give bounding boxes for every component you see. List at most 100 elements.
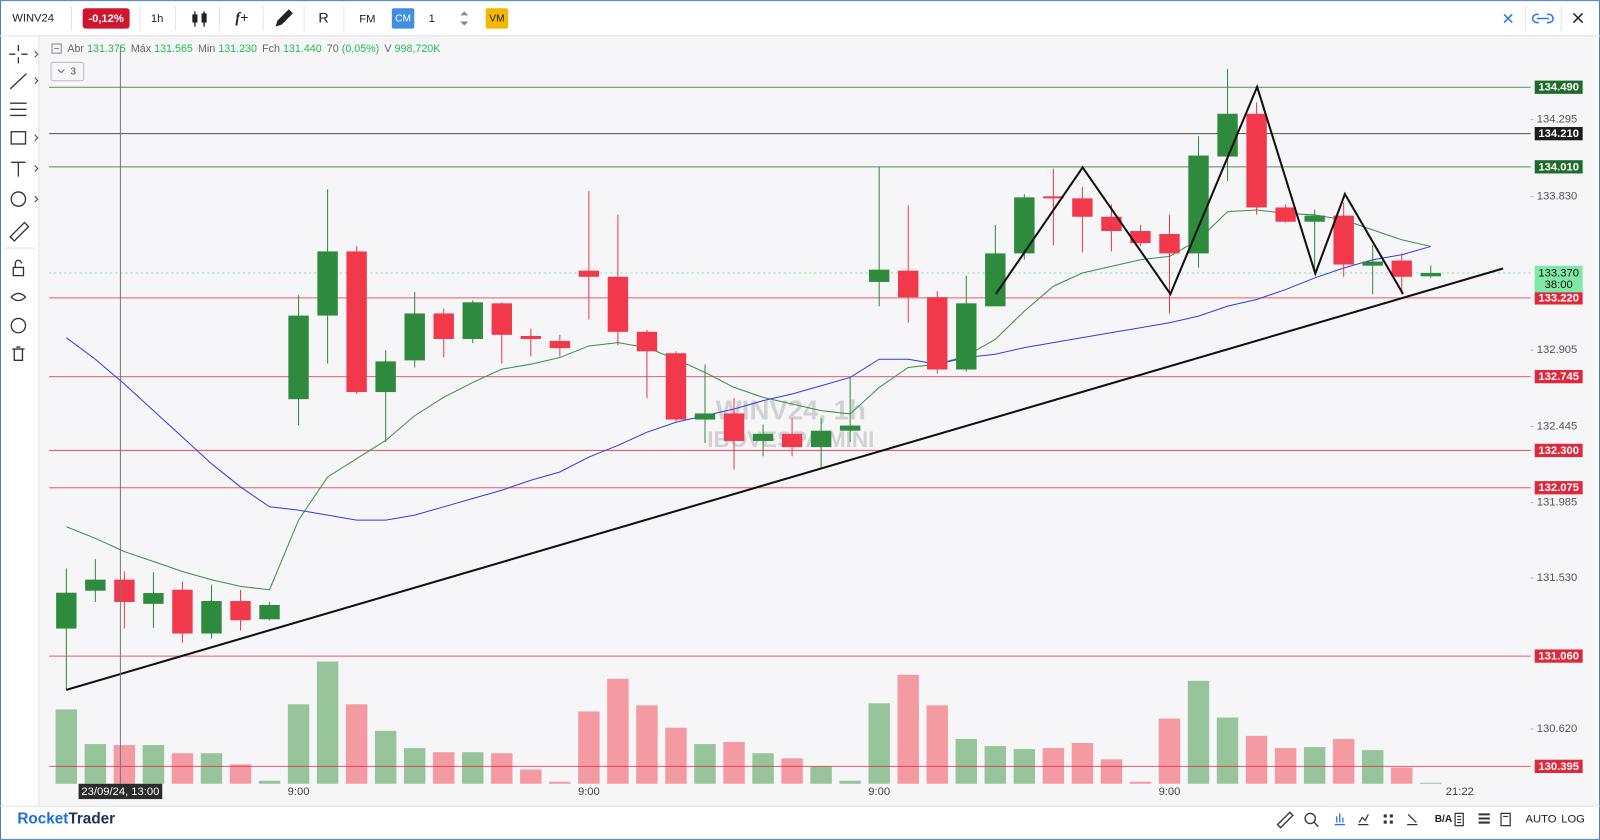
brand-part: Trader (68, 811, 115, 828)
zoom-button[interactable] (1304, 812, 1316, 825)
bid-ask-button[interactable]: B/A (1435, 814, 1453, 825)
shape-tool[interactable] (10, 131, 27, 145)
y-tick-label: 130.620 (1537, 723, 1578, 735)
drawings (66, 83, 1504, 691)
lock-tool[interactable] (12, 259, 25, 277)
candle-body (404, 313, 425, 361)
ruler-tool[interactable] (9, 221, 30, 242)
link-button[interactable] (1531, 13, 1554, 24)
candle-body (665, 353, 687, 420)
tool-expanders[interactable] (34, 50, 39, 203)
volume-bar (491, 753, 513, 784)
volume-bar (897, 674, 919, 784)
x-end-label: 21:22 (1446, 786, 1474, 798)
footer-tools: B/A AUTO LOG (1276, 811, 1585, 829)
quantity-spinner[interactable] (460, 11, 469, 26)
candle-body (1333, 215, 1354, 265)
candle-body (898, 270, 919, 298)
cm-button[interactable]: CM (395, 14, 411, 25)
volume-bar (1245, 735, 1268, 784)
x-tick-label: 9:00 (578, 786, 600, 798)
legend-value: 131.440 (283, 43, 322, 55)
candle-body (1101, 216, 1122, 232)
indicator-toggle[interactable] (50, 61, 85, 82)
order-type-button[interactable]: R (318, 11, 328, 27)
text-tool[interactable] (11, 161, 26, 177)
log-scale-button[interactable]: LOG (1561, 813, 1585, 825)
candle-body (1072, 198, 1093, 217)
volume-bar (520, 769, 542, 784)
level-label: 132.075 (1538, 482, 1579, 494)
volume-bar (229, 764, 252, 784)
legend-toggle[interactable] (51, 43, 62, 54)
crosshair-tool[interactable] (9, 45, 28, 64)
drawing-button[interactable] (275, 9, 293, 27)
volume-bar (926, 705, 948, 784)
volume-bar (1129, 781, 1152, 784)
help-button[interactable] (10, 317, 27, 334)
list-button[interactable] (1478, 813, 1490, 824)
volume-button[interactable] (1334, 813, 1345, 826)
line-tool[interactable] (9, 73, 27, 90)
interval-button[interactable]: 1h (151, 13, 163, 25)
delete-tool[interactable] (12, 346, 25, 361)
volume-bar (723, 742, 745, 784)
volume-bar (55, 709, 78, 784)
sync-button[interactable] (1503, 13, 1513, 24)
volume-bar (839, 780, 861, 784)
studies-button[interactable]: f+ (235, 10, 248, 26)
candle-body (56, 592, 77, 629)
line-chart-button[interactable] (1358, 814, 1369, 826)
legend-value: 131.230 (218, 43, 257, 55)
candle-body (752, 433, 774, 441)
auto-scale-button[interactable]: AUTO (1526, 813, 1557, 825)
candle-body (839, 425, 861, 431)
legend-label: 70 (327, 43, 339, 55)
emoji-tool[interactable] (10, 191, 27, 207)
close-button[interactable] (1572, 12, 1584, 24)
ruler-button[interactable] (1276, 811, 1294, 829)
volume-bar (84, 744, 107, 784)
candle-body (520, 335, 542, 339)
volume-bar (171, 753, 194, 784)
volume-bar (142, 745, 165, 784)
trendline[interactable] (66, 267, 1504, 691)
candle-body (1043, 196, 1064, 199)
level-label: 133.220 (1538, 292, 1579, 304)
fib-tool[interactable] (10, 102, 27, 117)
visibility-tool[interactable] (10, 292, 27, 302)
volume-bar (868, 703, 890, 784)
zoom-button-handle (1313, 822, 1319, 828)
chart-type-button[interactable] (192, 11, 207, 27)
legend-label: V (384, 43, 392, 55)
vm-button[interactable]: VM (489, 14, 504, 25)
fm-button[interactable]: FM (359, 13, 375, 25)
volume-bar (433, 752, 455, 784)
symbol[interactable]: WINV24 (12, 12, 54, 24)
vm-button-bg (485, 8, 509, 29)
candle-body (201, 601, 222, 634)
panel-button[interactable] (1500, 812, 1511, 827)
grid-button[interactable] (1383, 814, 1393, 824)
volume-bar (1332, 738, 1355, 784)
indicator-count: 3 (70, 67, 76, 78)
candle-body (607, 276, 629, 332)
volume-bar (578, 711, 600, 784)
zigzag-pattern[interactable] (995, 83, 1404, 297)
legend-value: 131.565 (154, 43, 193, 55)
level-label-bg (1534, 369, 1583, 384)
y-tick-label: 132.905 (1537, 344, 1578, 356)
book-button[interactable] (1454, 812, 1464, 827)
brand-part: Rocket (17, 811, 68, 828)
volume-bar (607, 678, 629, 784)
candle-body (172, 589, 193, 634)
volume-bar (1361, 750, 1384, 784)
candle-body (1304, 215, 1325, 222)
candle-body (317, 251, 338, 316)
quantity[interactable]: 1 (429, 13, 435, 25)
scale-button[interactable] (1407, 813, 1418, 826)
level-label-bg (1534, 80, 1583, 94)
candle-body (1130, 231, 1151, 244)
